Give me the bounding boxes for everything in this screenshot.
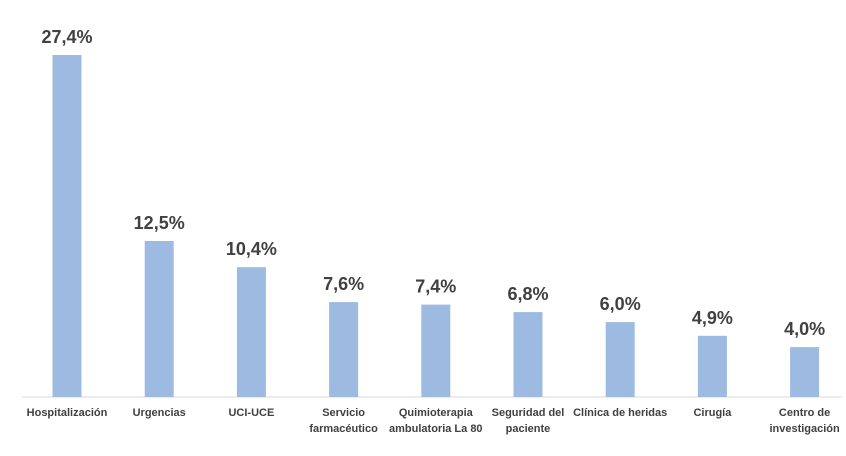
category-label: farmacéutico — [309, 423, 378, 435]
data-label: 4,9% — [692, 308, 733, 328]
category-label: investigación — [769, 423, 840, 435]
bar — [236, 267, 266, 397]
bar — [329, 302, 359, 397]
bar — [421, 304, 451, 397]
category-label: Clínica de heridas — [573, 407, 667, 419]
data-label: 4,0% — [784, 319, 825, 339]
data-label: 7,6% — [323, 274, 364, 294]
data-label: 6,8% — [507, 284, 548, 304]
data-label: 27,4% — [41, 27, 92, 47]
category-label: ambulatoria La 80 — [389, 423, 483, 435]
category-label: Servicio — [322, 407, 365, 419]
category-label: Centro de — [779, 407, 830, 419]
category-label: Seguridad del — [492, 407, 565, 419]
category-label: Cirugía — [693, 407, 732, 419]
bar — [605, 322, 635, 397]
category-label: Quimioterapia — [399, 407, 474, 419]
data-label: 6,0% — [600, 294, 641, 314]
bar — [144, 241, 174, 397]
category-label: Hospitalización — [27, 407, 108, 419]
data-label: 10,4% — [226, 239, 277, 259]
data-label: 7,4% — [415, 277, 456, 297]
bar — [697, 335, 727, 397]
value-labels-group: 27,4% 12,5% 10,4% 7,6% 7,4% 6,8% 6,0% 4,9% 4,0% — [41, 27, 825, 339]
category-label: paciente — [506, 423, 551, 435]
category-labels-group: Hospitalización Urgencias UCI-UCE Servicio f… — [27, 407, 840, 435]
category-label: UCI-UCE — [228, 407, 274, 419]
bar — [790, 347, 820, 397]
bars-group — [52, 55, 820, 397]
data-label: 12,5% — [134, 213, 185, 233]
bar — [513, 312, 543, 397]
bar — [52, 55, 82, 397]
category-label: Urgencias — [133, 407, 186, 419]
